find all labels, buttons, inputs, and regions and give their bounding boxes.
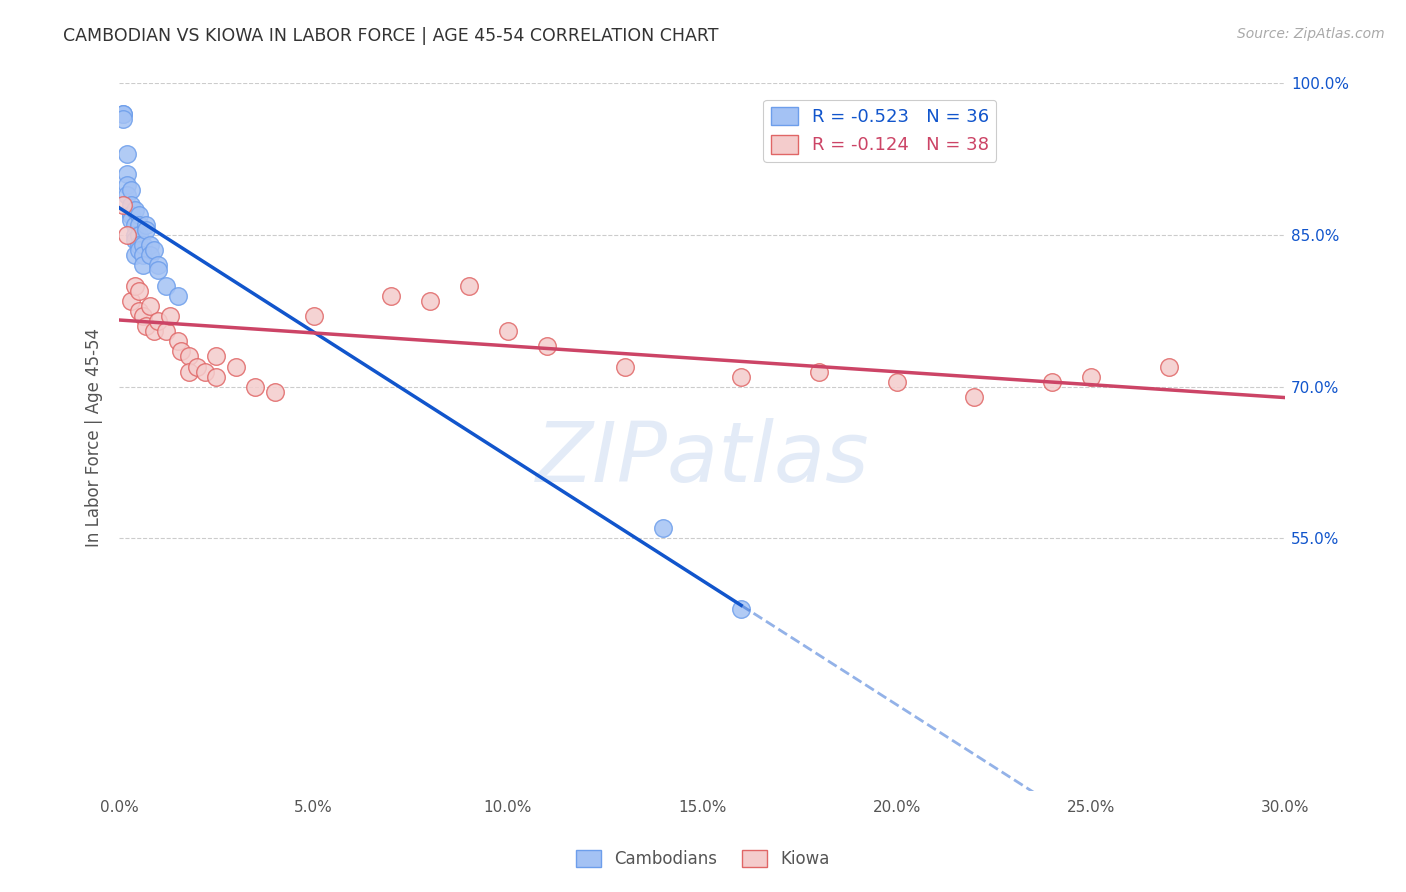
Point: [128, 304, 150, 318]
Point: [807, 365, 830, 379]
Point: [419, 293, 441, 308]
Point: [730, 369, 752, 384]
Point: [131, 238, 153, 252]
Point: [194, 365, 217, 379]
Point: [115, 168, 138, 182]
Point: [120, 208, 142, 222]
Point: [131, 248, 153, 262]
Point: [128, 238, 150, 252]
Point: [124, 228, 146, 243]
Point: [120, 208, 142, 222]
Point: [124, 218, 146, 232]
Point: [120, 213, 142, 227]
Point: [128, 284, 150, 298]
Point: [124, 248, 146, 262]
Point: [120, 183, 142, 197]
Point: [112, 107, 135, 121]
Point: [179, 350, 201, 364]
Point: [1157, 359, 1180, 374]
Point: [245, 380, 267, 394]
Point: [380, 289, 402, 303]
Point: [225, 359, 247, 374]
Point: [170, 344, 193, 359]
Point: [155, 324, 177, 338]
Point: [536, 339, 558, 353]
Point: [115, 228, 138, 243]
Point: [112, 112, 135, 126]
Point: [458, 278, 481, 293]
Legend: Cambodians, Kiowa: Cambodians, Kiowa: [569, 843, 837, 875]
Point: [128, 218, 150, 232]
Point: [128, 228, 150, 243]
Point: [205, 369, 228, 384]
Point: [146, 314, 169, 328]
Point: [146, 263, 169, 277]
Point: [166, 334, 188, 349]
Point: [112, 107, 135, 121]
Point: [139, 248, 162, 262]
Point: [263, 384, 285, 399]
Point: [115, 187, 138, 202]
Point: [963, 390, 986, 404]
Point: [112, 198, 135, 212]
Point: [159, 309, 181, 323]
Point: [131, 259, 153, 273]
Point: [302, 309, 325, 323]
Text: Source: ZipAtlas.com: Source: ZipAtlas.com: [1237, 27, 1385, 41]
Y-axis label: In Labor Force | Age 45-54: In Labor Force | Age 45-54: [86, 328, 103, 547]
Text: CAMBODIAN VS KIOWA IN LABOR FORCE | AGE 45-54 CORRELATION CHART: CAMBODIAN VS KIOWA IN LABOR FORCE | AGE …: [63, 27, 718, 45]
Point: [128, 208, 150, 222]
Point: [166, 289, 188, 303]
Point: [124, 278, 146, 293]
Point: [886, 375, 908, 389]
Point: [730, 602, 752, 616]
Point: [124, 233, 146, 247]
Point: [135, 319, 157, 334]
Point: [155, 278, 177, 293]
Point: [115, 178, 138, 192]
Point: [205, 350, 228, 364]
Point: [146, 259, 169, 273]
Point: [613, 359, 636, 374]
Legend: R = -0.523   N = 36, R = -0.124   N = 38: R = -0.523 N = 36, R = -0.124 N = 38: [763, 100, 997, 161]
Point: [135, 223, 157, 237]
Point: [139, 299, 162, 313]
Point: [143, 244, 166, 258]
Point: [124, 202, 146, 217]
Point: [120, 293, 142, 308]
Point: [143, 324, 166, 338]
Point: [1080, 369, 1102, 384]
Point: [120, 198, 142, 212]
Point: [186, 359, 208, 374]
Point: [135, 218, 157, 232]
Point: [496, 324, 519, 338]
Point: [1040, 375, 1063, 389]
Point: [131, 309, 153, 323]
Point: [115, 147, 138, 161]
Point: [652, 521, 675, 535]
Point: [128, 244, 150, 258]
Point: [179, 365, 201, 379]
Text: ZIPatlas: ZIPatlas: [536, 418, 869, 499]
Point: [139, 238, 162, 252]
